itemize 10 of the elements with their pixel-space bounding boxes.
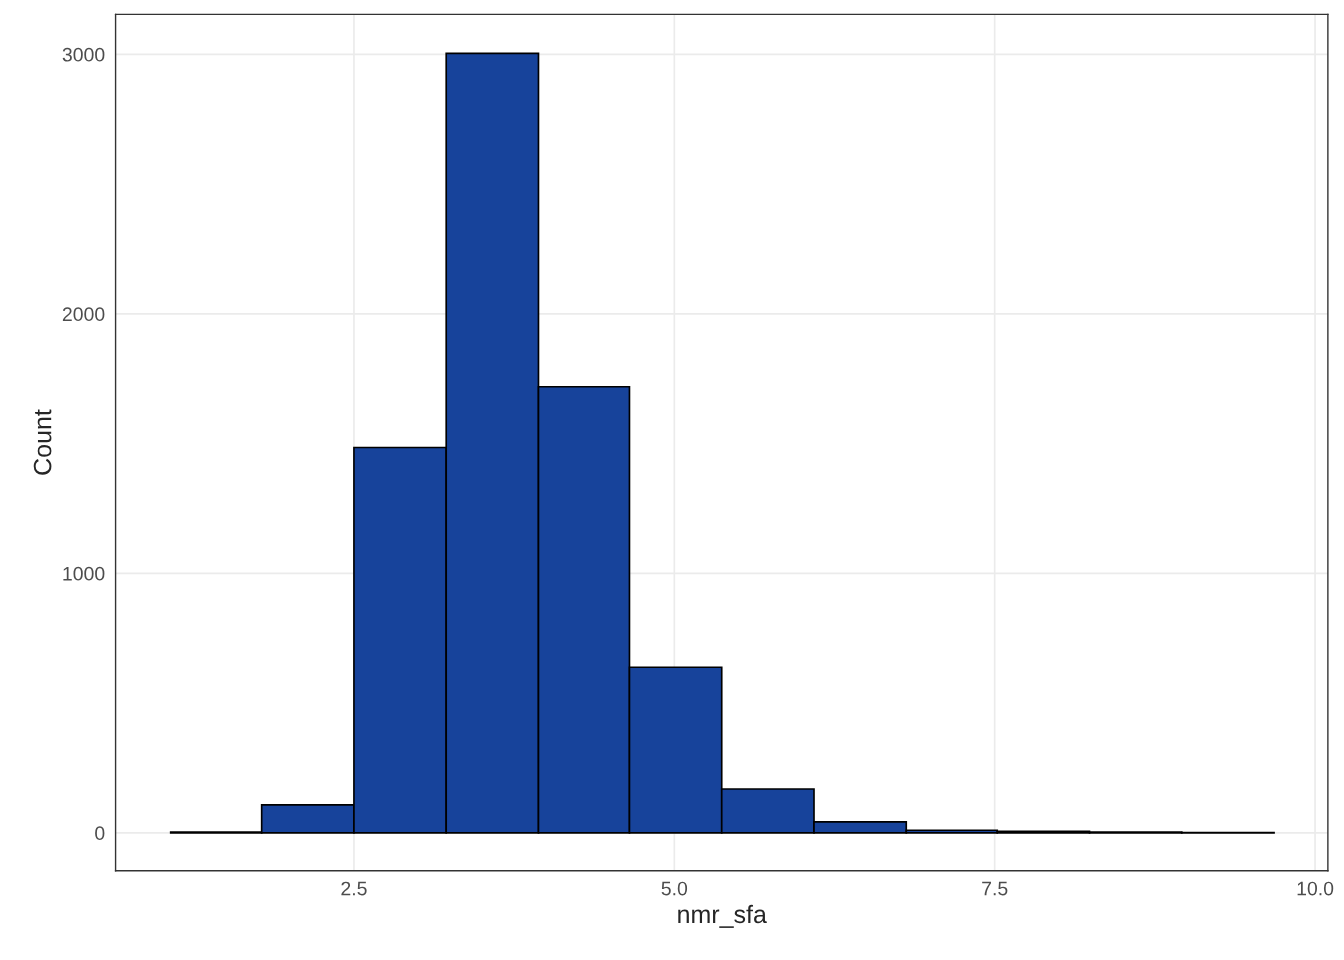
y-tick-label: 3000 [62,47,105,62]
y-tick-label: 2000 [62,307,105,322]
x-axis-title: nmr_sfa [678,904,767,928]
y-axis-title: Count [33,409,52,475]
x-tick-label: 10.0 [1297,881,1334,896]
x-tick-label: 2.5 [341,881,367,896]
y-tick-label: 1000 [63,566,105,581]
x-tick-label: 7.5 [982,881,1008,896]
y-tick-label: 0 [95,826,105,841]
x-tick-label: 5.0 [661,881,688,896]
